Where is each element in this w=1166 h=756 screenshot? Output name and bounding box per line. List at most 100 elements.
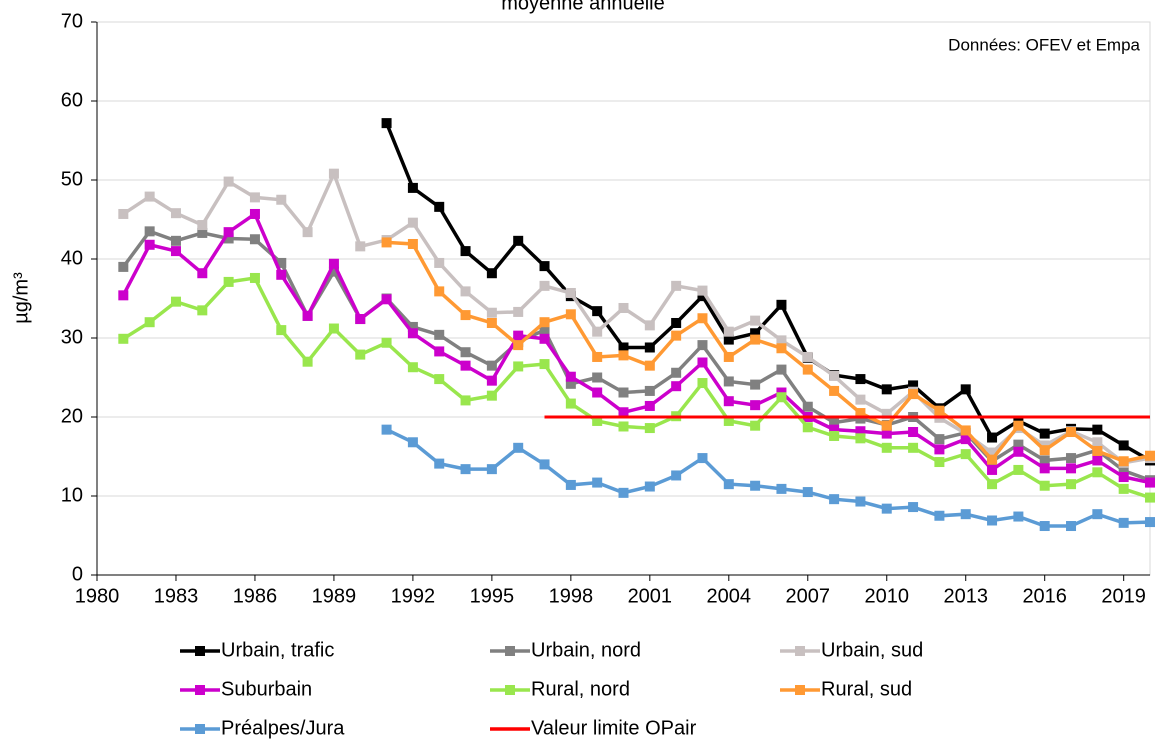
marker — [1092, 467, 1103, 478]
marker — [671, 280, 682, 291]
series-line — [122, 169, 1151, 465]
marker — [1066, 427, 1077, 438]
marker — [539, 359, 550, 370]
marker — [829, 430, 840, 441]
marker — [723, 415, 734, 426]
legend-marker — [195, 685, 205, 695]
marker — [618, 302, 629, 313]
marker — [460, 360, 471, 371]
x-tick-label: 1995 — [470, 585, 515, 607]
marker — [618, 407, 629, 418]
marker — [855, 413, 866, 424]
marker — [592, 387, 603, 398]
marker — [881, 428, 892, 439]
x-tick-label: 2016 — [1022, 585, 1067, 607]
marker — [934, 405, 945, 416]
legend-label: Rural, sud — [821, 678, 912, 700]
marker — [170, 296, 181, 307]
marker — [829, 494, 840, 505]
marker — [513, 306, 524, 317]
marker — [750, 480, 761, 491]
x-tick-label: 1980 — [75, 585, 120, 607]
marker — [855, 433, 866, 444]
marker — [829, 417, 840, 428]
marker — [776, 392, 787, 403]
marker — [881, 420, 892, 431]
marker — [486, 464, 497, 475]
marker — [618, 350, 629, 361]
marker — [407, 238, 418, 249]
marker — [1118, 456, 1129, 467]
marker — [697, 340, 708, 351]
marker — [1039, 480, 1050, 491]
marker — [276, 257, 287, 268]
marker — [407, 362, 418, 373]
marker — [1013, 464, 1024, 475]
marker — [486, 268, 497, 279]
marker — [539, 325, 550, 336]
marker — [223, 176, 234, 187]
y-tick-label: 10 — [61, 484, 83, 506]
marker — [829, 385, 840, 396]
marker — [802, 364, 813, 375]
marker — [802, 422, 813, 433]
legend-label: Urbain, trafic — [221, 639, 334, 661]
marker — [592, 326, 603, 337]
marker — [249, 272, 260, 283]
marker — [486, 317, 497, 328]
marker — [960, 434, 971, 445]
y-tick-label: 50 — [61, 168, 83, 190]
marker — [513, 442, 524, 453]
marker — [960, 384, 971, 395]
marker — [697, 291, 708, 302]
marker — [381, 118, 392, 129]
marker — [697, 357, 708, 368]
marker — [881, 408, 892, 419]
marker — [776, 364, 787, 375]
marker — [802, 351, 813, 362]
marker — [513, 361, 524, 372]
marker — [1145, 477, 1155, 488]
marker — [1145, 492, 1155, 503]
marker — [1039, 445, 1050, 456]
marker — [644, 423, 655, 434]
x-tick-label: 2001 — [628, 585, 673, 607]
marker — [565, 287, 576, 298]
marker — [671, 381, 682, 392]
marker — [144, 191, 155, 202]
marker — [1092, 455, 1103, 466]
marker — [671, 330, 682, 341]
marker — [118, 261, 129, 272]
marker — [697, 285, 708, 296]
marker — [565, 398, 576, 409]
marker — [460, 395, 471, 406]
marker — [987, 447, 998, 458]
y-tick-label: 20 — [61, 405, 83, 427]
marker — [723, 326, 734, 337]
marker — [407, 217, 418, 228]
marker — [644, 385, 655, 396]
marker — [381, 424, 392, 435]
marker — [644, 320, 655, 331]
marker — [197, 305, 208, 316]
marker — [1066, 521, 1077, 532]
marker — [355, 349, 366, 360]
marker — [855, 496, 866, 507]
marker — [486, 375, 497, 386]
marker — [1118, 483, 1129, 494]
marker — [539, 459, 550, 470]
legend-marker — [505, 646, 515, 656]
marker — [776, 483, 787, 494]
marker — [328, 266, 339, 277]
marker — [802, 487, 813, 498]
marker — [592, 477, 603, 488]
marker — [302, 227, 313, 238]
marker — [302, 356, 313, 367]
marker — [144, 317, 155, 328]
marker — [565, 378, 576, 389]
marker — [908, 442, 919, 453]
marker — [434, 458, 445, 469]
marker — [1092, 424, 1103, 435]
marker — [1118, 517, 1129, 528]
